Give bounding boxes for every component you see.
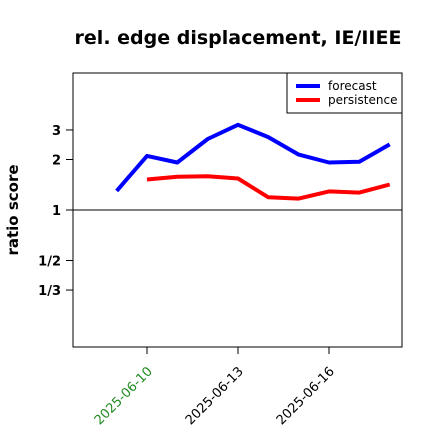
series-line-persistence (146, 174, 391, 201)
y-tick-label: 1/3 (38, 284, 61, 299)
series-layer (115, 122, 391, 201)
y-tick-label: 2 (52, 154, 61, 169)
legend-box (286, 72, 403, 114)
x-tick-label: 2025-06-10 (92, 364, 156, 428)
series-line-forecast (115, 122, 391, 193)
chart-title: rel. edge displacement, IE/IIEE (75, 27, 402, 49)
legend: forecast persistence (286, 72, 403, 114)
y-tick-label: 3 (52, 124, 61, 139)
x-tick-label: 2025-06-13 (183, 364, 247, 428)
x-tick-label: 2025-06-16 (274, 364, 338, 428)
y-tick-label: 1 (52, 204, 61, 219)
y-tick-label: 1/2 (38, 255, 61, 270)
legend-label-forecast: forecast (328, 79, 377, 93)
y-axis: 3 2 1 1/2 1/3 (38, 124, 73, 299)
y-axis-label: ratio score (4, 164, 22, 255)
x-axis: 2025-06-10 2025-06-13 2025-06-16 (92, 347, 338, 428)
legend-label-persistence: persistence (328, 93, 397, 107)
